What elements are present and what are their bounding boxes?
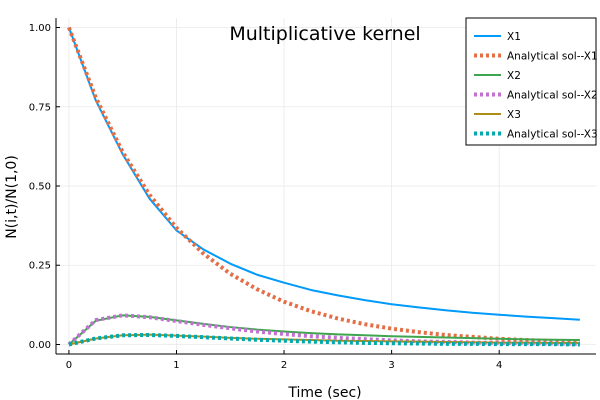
chart-title: Multiplicative kernel bbox=[229, 23, 420, 45]
legend: X1 Analytical sol--X1 X2 Analytical sol--X2… bbox=[465, 17, 598, 146]
legend-label: X3 bbox=[507, 109, 521, 121]
legend-label: X1 bbox=[507, 31, 521, 43]
y-axis-label: N(i,t)/N(1,0) bbox=[4, 155, 20, 239]
legend-label: X2 bbox=[507, 70, 521, 82]
legend-box bbox=[465, 17, 597, 146]
legend-label: Analytical sol--X1 bbox=[507, 51, 598, 63]
series-line-analytical-sol-x2 bbox=[67, 313, 580, 346]
series-line-analytical-sol-x3 bbox=[68, 332, 580, 347]
legend-label: Analytical sol--X2 bbox=[507, 90, 598, 102]
y-tick-label: 0.50 bbox=[29, 182, 51, 193]
x-tick-label: 0 bbox=[66, 360, 72, 371]
x-tick-label: 2 bbox=[281, 360, 287, 371]
y-tick-label: 0.00 bbox=[29, 340, 51, 351]
y-tick-label: 1.00 bbox=[29, 23, 51, 34]
x-tick-label: 4 bbox=[496, 360, 502, 371]
series-line-x2 bbox=[68, 314, 580, 346]
legend-label: Analytical sol--X3 bbox=[507, 129, 598, 141]
series-line-analytical-sol-x1 bbox=[67, 26, 580, 344]
x-tick-label: 3 bbox=[388, 360, 394, 371]
y-tick-label: 0.75 bbox=[29, 102, 51, 113]
ticks: 0 1 2 3 4 0.00 0.25 0.50 0.75 1.00 bbox=[29, 23, 503, 371]
series-layer bbox=[67, 26, 580, 347]
x-axis-label: Time (sec) bbox=[287, 385, 361, 400]
y-tick-label: 0.25 bbox=[29, 261, 51, 272]
series-line-x1 bbox=[67, 27, 580, 321]
x-tick-label: 1 bbox=[173, 360, 179, 371]
